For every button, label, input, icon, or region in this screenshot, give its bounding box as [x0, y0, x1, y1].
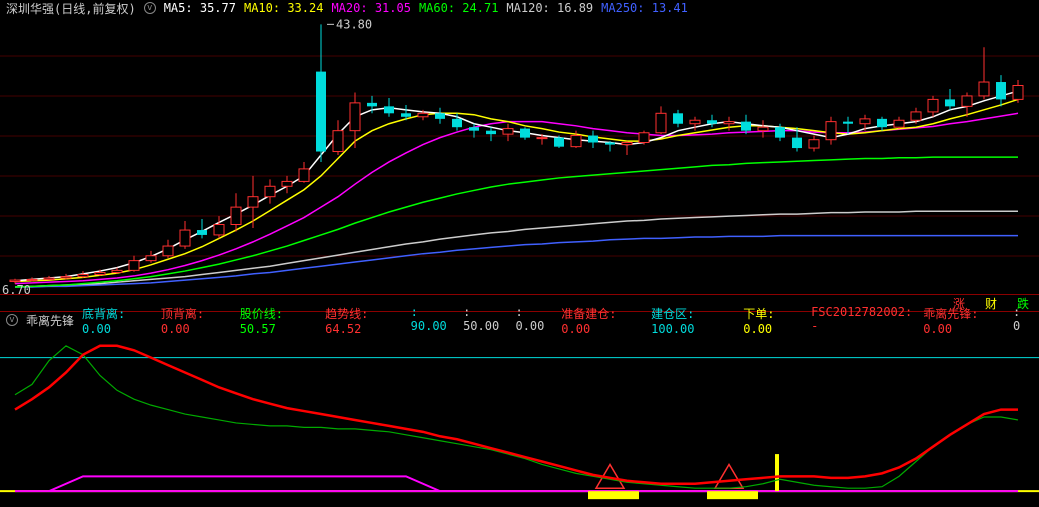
- svg-text:43.80: 43.80: [336, 17, 372, 31]
- candlestick-chart[interactable]: 43.80 6.70: [0, 16, 1039, 294]
- indicator-name: 乖离先锋: [26, 312, 74, 329]
- stock-chart-container: 深圳华强(日线,前复权) v MA5: 35.77 MA10: 33.24 MA…: [0, 0, 1039, 507]
- ma20-label: MA20: 31.05: [331, 1, 410, 15]
- indicator-value: 股价线: 50.57: [240, 305, 319, 336]
- indicator-value: FSC2012782002: -: [811, 305, 917, 336]
- indicator-value: : 90.00: [411, 305, 457, 336]
- indicator-value: : 50.00: [463, 305, 509, 336]
- indicator-value: : 0: [1013, 305, 1033, 336]
- indicator-values: 底背离: 0.00顶背离: 0.00股价线: 50.57趋势线: 64.52: …: [82, 305, 1033, 336]
- ma5-label: MA5: 35.77: [164, 1, 236, 15]
- indicator-value: 乖离先锋: 0.00: [923, 305, 1007, 336]
- indicator-value: : 0.00: [515, 305, 555, 336]
- indicator-value: 下单: 0.00: [743, 305, 805, 336]
- main-chart-header: 深圳华强(日线,前复权) v MA5: 35.77 MA10: 33.24 MA…: [0, 0, 694, 16]
- ma60-label: MA60: 24.71: [419, 1, 498, 15]
- stock-name: 深圳华强(日线,前复权): [6, 0, 136, 17]
- indicator-value: 建仓区: 100.00: [651, 305, 737, 336]
- chevron-down-icon[interactable]: v: [144, 2, 156, 14]
- indicator-chart[interactable]: [0, 328, 1039, 506]
- indicator-value: 底背离: 0.00: [82, 305, 155, 336]
- ma120-label: MA120: 16.89: [506, 1, 593, 15]
- indicator-value: 趋势线: 64.52: [325, 305, 404, 336]
- indicator-value: 顶背离: 0.00: [161, 305, 234, 336]
- svg-text:6.70: 6.70: [2, 283, 31, 294]
- chevron-down-icon[interactable]: v: [6, 314, 18, 326]
- indicator-header: v 乖离先锋 底背离: 0.00顶背离: 0.00股价线: 50.57趋势线: …: [0, 312, 1039, 328]
- ma10-label: MA10: 33.24: [244, 1, 323, 15]
- ma250-label: MA250: 13.41: [601, 1, 688, 15]
- indicator-value: 准备建仓: 0.00: [561, 305, 645, 336]
